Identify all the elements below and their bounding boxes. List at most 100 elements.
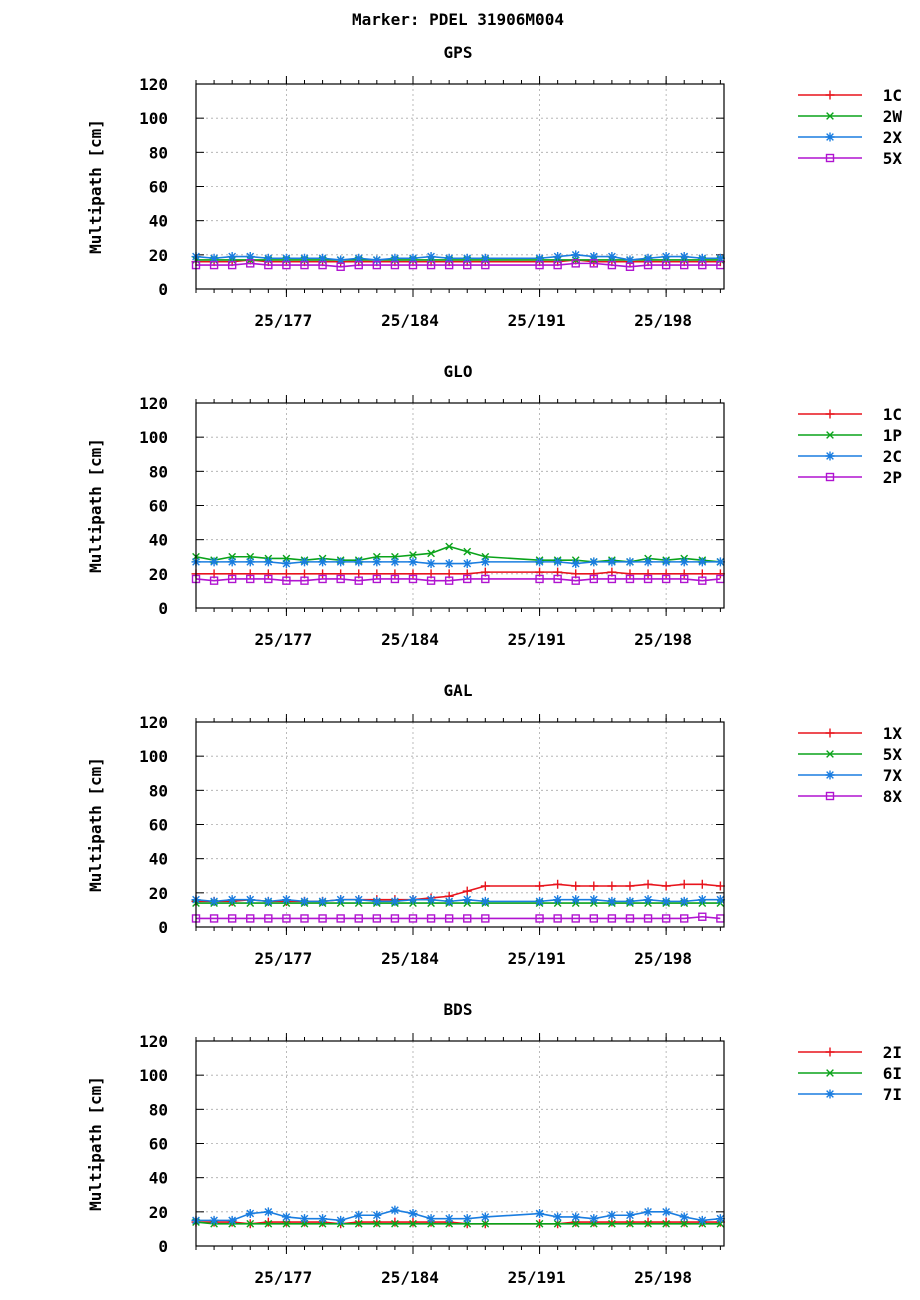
x-tick-label: 25/177 [255, 311, 313, 330]
data-point [318, 1214, 328, 1224]
data-point [408, 557, 418, 567]
legend-label: 5X [883, 149, 903, 168]
legend-marker [826, 112, 834, 120]
data-point [282, 576, 291, 585]
y-tick-label: 100 [139, 1066, 168, 1085]
x-tick-label: 25/198 [634, 1268, 692, 1287]
series-8x [191, 912, 725, 923]
data-point [390, 1205, 400, 1215]
data-point [318, 574, 327, 584]
legend-label: 2C [883, 447, 902, 466]
series-line [196, 915, 721, 920]
legend-label: 5X [883, 745, 903, 764]
data-point [227, 557, 237, 567]
data-point [535, 557, 545, 567]
data-point [625, 557, 635, 567]
x-tick-label: 25/184 [381, 949, 439, 968]
data-point [408, 569, 418, 579]
data-point [336, 262, 345, 271]
data-point [263, 569, 273, 579]
data-point [553, 1212, 563, 1222]
data-point [354, 1210, 364, 1220]
series-7x [191, 895, 725, 906]
y-tick-label: 80 [149, 143, 168, 162]
data-point [589, 557, 599, 567]
data-point [697, 557, 707, 567]
data-point [426, 1214, 436, 1224]
data-point [263, 1207, 273, 1217]
y-tick-label: 40 [149, 212, 168, 231]
data-point [680, 574, 689, 584]
x-tick-label: 25/198 [634, 949, 692, 968]
y-tick-label: 120 [139, 1032, 168, 1051]
data-point [264, 914, 273, 923]
data-point [372, 914, 382, 923]
data-point [209, 253, 219, 263]
legend-marker [825, 132, 835, 142]
legend-marker [825, 1047, 835, 1057]
data-point [626, 1219, 634, 1228]
data-point [589, 1214, 599, 1224]
data-point [227, 574, 237, 584]
series-line [195, 578, 721, 582]
legend-marker [825, 409, 835, 419]
data-point [607, 574, 617, 584]
chart-panel-bds: BDS Multipath [cm] 0 20 40 60 80 100 120 25/177 25… [86, 1000, 902, 1287]
series-line [196, 571, 721, 575]
plot-frame [195, 721, 725, 928]
data-point [608, 1219, 616, 1228]
data-point [535, 574, 544, 584]
data-point [372, 896, 382, 906]
legend-label: 2X [883, 128, 903, 147]
data-point [246, 259, 255, 268]
data-point [480, 896, 490, 906]
legend-marker [826, 750, 834, 758]
chart-panel-glo: GLO Multipath [cm] 0 20 40 60 80 100 120 25/177 25… [86, 362, 902, 649]
legend-marker [826, 431, 834, 439]
legend-entry-1c: 1C [798, 86, 902, 105]
data-point [661, 914, 671, 923]
x-tick-label: 25/198 [634, 311, 692, 330]
x-tick-label: 25/191 [508, 311, 566, 330]
data-point [661, 1207, 671, 1217]
data-point [481, 914, 490, 923]
data-point [553, 895, 563, 905]
data-point [697, 879, 707, 889]
legend-entry-2p: 2P [798, 468, 902, 487]
legend-entry-2c: 2C [798, 447, 902, 466]
data-point [209, 896, 219, 906]
data-point [643, 557, 653, 567]
legend-entry-5x: 5X [798, 149, 902, 168]
data-point [535, 896, 545, 906]
y-tick-label: 80 [149, 462, 168, 481]
data-point [318, 260, 327, 270]
legend-entry-7x: 7X [798, 766, 902, 785]
data-point [354, 260, 363, 270]
data-point [679, 252, 689, 262]
legend-label: 7I [883, 1085, 902, 1104]
data-point [625, 569, 635, 579]
series-line [195, 1221, 721, 1225]
data-point [427, 549, 435, 558]
data-point [643, 1207, 653, 1217]
data-point [589, 569, 599, 579]
data-point [390, 260, 400, 270]
x-tick-label: 25/191 [508, 630, 566, 649]
y-tick-label: 60 [149, 816, 168, 835]
data-point [264, 260, 273, 270]
data-point [336, 1215, 346, 1225]
data-point [354, 1219, 363, 1228]
data-point [227, 895, 237, 905]
data-point [643, 253, 653, 263]
data-point [535, 1219, 544, 1228]
legend-entry-5x: 5X [798, 745, 902, 764]
data-point [571, 259, 580, 268]
data-point [354, 895, 364, 905]
y-tick-label: 40 [149, 1169, 168, 1188]
data-point [462, 569, 472, 579]
data-point [408, 895, 418, 905]
data-point [390, 253, 400, 263]
data-point [444, 559, 454, 569]
data-point [390, 896, 400, 906]
data-point [245, 895, 255, 905]
